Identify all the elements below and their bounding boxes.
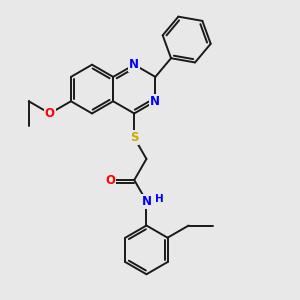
Text: N: N — [129, 58, 139, 71]
Text: O: O — [45, 107, 55, 120]
Text: S: S — [130, 131, 139, 144]
Text: H: H — [155, 194, 164, 204]
Text: N: N — [141, 195, 152, 208]
Text: N: N — [150, 95, 161, 108]
Text: O: O — [105, 173, 115, 187]
